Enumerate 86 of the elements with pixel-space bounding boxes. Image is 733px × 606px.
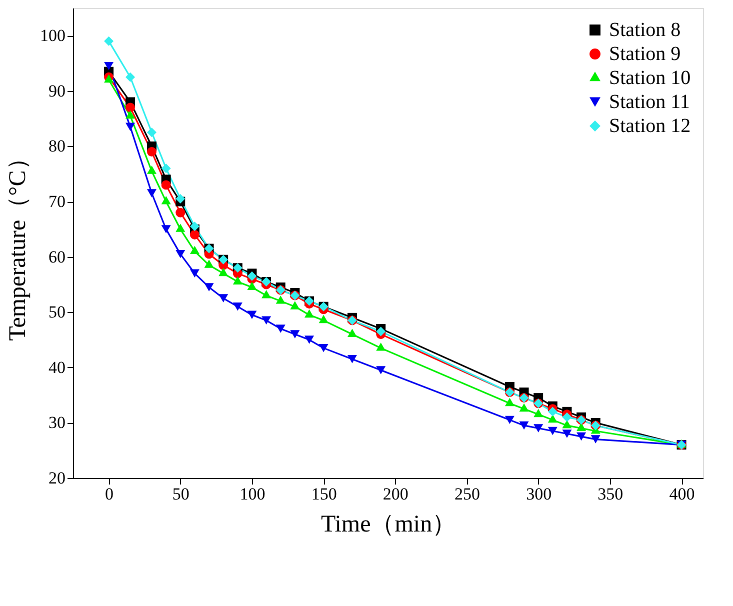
point bbox=[347, 355, 357, 364]
point bbox=[376, 342, 386, 351]
point bbox=[290, 301, 300, 310]
point bbox=[176, 208, 186, 218]
x-tick-label: 100 bbox=[240, 484, 266, 504]
x-tick-label: 50 bbox=[172, 484, 190, 504]
point bbox=[161, 225, 171, 234]
point bbox=[576, 422, 586, 431]
x-axis-title: Time（min） bbox=[320, 512, 456, 538]
point bbox=[247, 310, 257, 319]
point bbox=[304, 336, 314, 344]
y-tick-label: 30 bbox=[48, 413, 66, 432]
point bbox=[190, 246, 200, 254]
point bbox=[104, 62, 114, 70]
y-tick-label: 40 bbox=[48, 358, 66, 377]
point bbox=[161, 164, 171, 174]
legend-label: Station 8 bbox=[609, 19, 681, 41]
point bbox=[232, 276, 242, 284]
point bbox=[519, 421, 529, 430]
point bbox=[126, 110, 136, 119]
x-tick-label: 400 bbox=[669, 484, 695, 504]
point bbox=[190, 269, 200, 278]
x-tick-label: 350 bbox=[598, 484, 624, 504]
point bbox=[232, 302, 242, 311]
point bbox=[562, 412, 572, 422]
point bbox=[262, 290, 272, 298]
y-tick-label: 60 bbox=[48, 247, 66, 266]
point bbox=[576, 432, 586, 441]
point bbox=[147, 166, 156, 174]
legend-label: Station 9 bbox=[609, 43, 681, 65]
point bbox=[276, 296, 286, 304]
point bbox=[126, 102, 136, 112]
y-tick-label: 90 bbox=[48, 81, 66, 100]
point bbox=[318, 344, 328, 352]
point bbox=[126, 122, 136, 131]
point bbox=[204, 260, 214, 268]
x-tick-label: 200 bbox=[382, 484, 408, 504]
point bbox=[147, 128, 156, 138]
point bbox=[218, 294, 228, 302]
point bbox=[562, 420, 572, 428]
point bbox=[318, 314, 328, 324]
x-tick-label: 0 bbox=[105, 484, 114, 504]
y-tick-label: 20 bbox=[48, 468, 66, 488]
point bbox=[126, 72, 136, 82]
point bbox=[548, 414, 558, 423]
point bbox=[276, 324, 286, 333]
point bbox=[247, 271, 257, 281]
point bbox=[290, 330, 300, 338]
point bbox=[347, 328, 357, 337]
point bbox=[190, 222, 200, 232]
point bbox=[534, 424, 544, 432]
point bbox=[562, 430, 572, 438]
point bbox=[176, 250, 186, 258]
point bbox=[376, 326, 386, 336]
legend-label: Station 10 bbox=[609, 67, 691, 89]
point bbox=[304, 309, 314, 318]
point bbox=[190, 230, 200, 240]
point bbox=[247, 282, 257, 290]
x-tick-label: 300 bbox=[526, 484, 552, 504]
point bbox=[161, 180, 171, 190]
point bbox=[519, 403, 529, 412]
y-tick-label: 80 bbox=[48, 136, 66, 156]
point bbox=[504, 398, 514, 406]
y-axis-title: Temperature（°C） bbox=[5, 146, 31, 341]
point bbox=[262, 316, 272, 325]
point bbox=[548, 426, 558, 436]
point bbox=[534, 408, 544, 418]
y-tick-label: 70 bbox=[48, 192, 66, 212]
point bbox=[161, 196, 171, 204]
point bbox=[176, 194, 186, 204]
point bbox=[504, 416, 514, 424]
point bbox=[176, 224, 186, 232]
point bbox=[204, 283, 214, 292]
x-tick-label: 150 bbox=[311, 484, 337, 504]
point bbox=[376, 366, 386, 374]
y-tick-label: 100 bbox=[40, 26, 66, 46]
legend-label: Station 12 bbox=[609, 115, 691, 137]
legend-label: Station 11 bbox=[609, 91, 690, 113]
point bbox=[218, 268, 228, 276]
x-tick-label: 250 bbox=[454, 484, 480, 504]
point bbox=[104, 36, 114, 46]
point bbox=[147, 147, 156, 156]
point bbox=[147, 189, 156, 198]
y-tick-label: 50 bbox=[48, 302, 66, 322]
point bbox=[548, 406, 558, 416]
point bbox=[590, 435, 600, 444]
